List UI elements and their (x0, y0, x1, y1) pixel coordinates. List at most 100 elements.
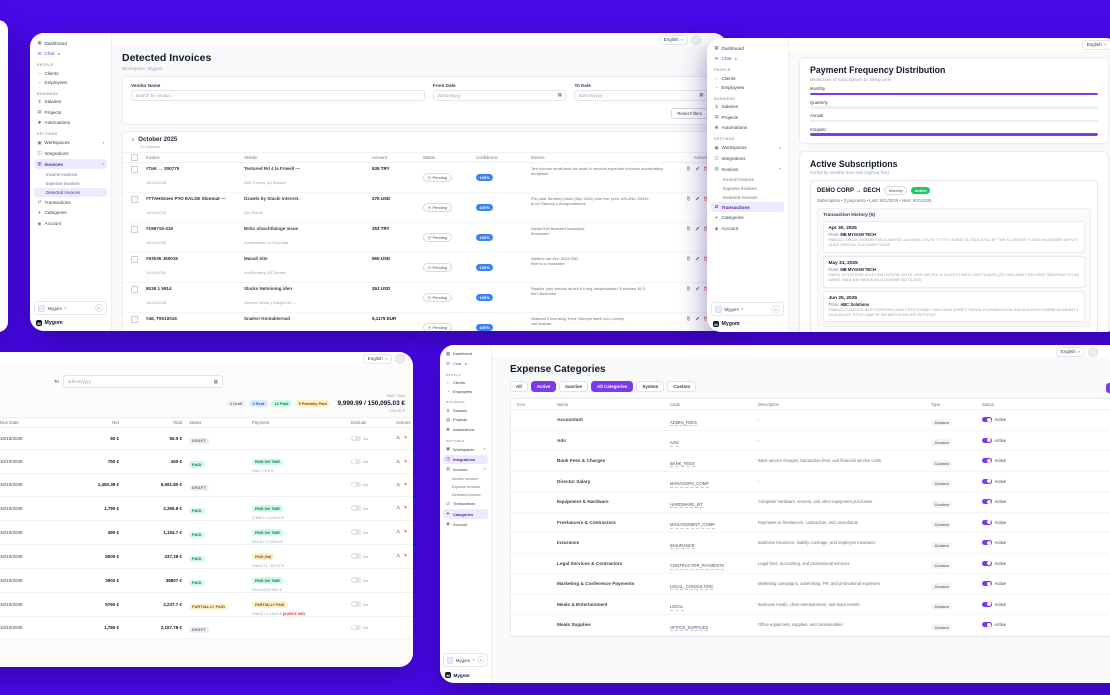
sidebar-item[interactable]: ◫ Integrations (34, 148, 107, 158)
remove-icon[interactable]: × (404, 458, 408, 465)
user-avatar[interactable] (691, 34, 701, 45)
invoice-row[interactable]: #TaK → 300775 18/10/2025 Textured Rd 4 la… (123, 163, 716, 193)
sidebar-item[interactable]: BUSINESS (714, 97, 781, 101)
language-select[interactable]: English ▾ (362, 353, 392, 364)
active-toggle[interactable] (982, 560, 992, 566)
active-toggle[interactable] (982, 581, 992, 587)
row-checkbox[interactable] (131, 316, 138, 323)
category-row[interactable]: Bank Fees & Charges BANK_FEES Bank servi… (511, 451, 1110, 472)
attachment-icon[interactable] (686, 196, 691, 201)
active-toggle[interactable] (982, 458, 992, 464)
sidebar-item[interactable]: PEOPLE (446, 373, 485, 377)
remove-icon[interactable]: × (404, 481, 408, 488)
language-select[interactable]: English ▾ (1055, 346, 1085, 357)
active-toggle[interactable] (982, 622, 992, 628)
warning-icon[interactable]: ⚠ (396, 505, 401, 510)
sidebar-item[interactable]: ⇄ Transactions (34, 197, 107, 207)
edit-icon[interactable] (695, 316, 700, 321)
edit-icon[interactable] (695, 226, 700, 231)
active-toggle[interactable] (982, 478, 992, 484)
user-avatar[interactable] (395, 353, 405, 364)
category-row[interactable]: Freelancers & Contractors MANAGEMENT_COM… (511, 513, 1110, 533)
invoice-row[interactable]: 8035 1 5914 14/10/2025 Slacks Netmining i… (123, 283, 716, 313)
sidebar-item[interactable]: Expense Invoices (34, 179, 107, 188)
sidebar-item[interactable]: $ Salaries (34, 97, 107, 106)
sidebar-item[interactable]: BUSINESS (37, 92, 104, 96)
sidebar-item[interactable]: ◔ Employees (443, 388, 488, 397)
sidebar-item[interactable]: ◫ Integrations (711, 153, 784, 163)
delete-icon[interactable] (703, 166, 708, 171)
invoice-row[interactable]: 10/10/2025 8000 € 337.28 € PAID PAID (5d… (0, 544, 413, 569)
row-checkbox[interactable] (131, 256, 138, 263)
to-date-input[interactable]: dd/mm/yyyy ▦ (574, 89, 709, 101)
delete-icon[interactable] (703, 196, 708, 201)
select-all-checkbox[interactable] (131, 154, 138, 161)
invoice-row[interactable]: 10/10/2025 5760 € 2,237.7 € PARTIALLY PA… (0, 592, 413, 617)
add-workspace-button[interactable]: + (476, 656, 484, 664)
category-row[interactable]: Meals & Entertainment LEGAL Business mea… (511, 595, 1110, 615)
category-row[interactable]: Ads ADS - Custom Active (511, 431, 1110, 451)
exclude-toggle[interactable] (351, 553, 361, 559)
invoice-row[interactable]: #196715-316 14/10/2025 Birkx ulvachtlaing… (123, 223, 716, 253)
remove-icon[interactable]: × (404, 553, 408, 559)
attachment-icon[interactable] (686, 256, 691, 261)
invoice-row[interactable]: #93035 J60016 14/10/2025 Manali Site Konfl… (123, 253, 716, 283)
sidebar-item[interactable]: ▤ Projects (711, 112, 784, 122)
filter-chip[interactable]: Custom (667, 381, 697, 392)
sidebar-item[interactable]: ▦ Dashboard (443, 349, 488, 359)
edit-icon[interactable] (695, 196, 700, 201)
remove-icon[interactable]: × (404, 505, 408, 511)
warning-icon[interactable]: ⚠ (396, 458, 401, 464)
sidebar-item[interactable]: ◔ Employees (711, 83, 784, 92)
sidebar-item[interactable]: $ Salaries (443, 406, 488, 415)
exclude-toggle[interactable] (351, 601, 361, 607)
sidebar-item[interactable]: ✉ Chat ● (711, 54, 784, 64)
attachment-icon[interactable] (686, 286, 691, 291)
from-date-input[interactable]: dd/mm/yyyy ▦ (432, 89, 567, 101)
sidebar-item[interactable]: $ Salaries (711, 102, 784, 111)
attachment-icon[interactable] (686, 166, 691, 171)
invoice-row[interactable]: 10/10/2025 750 € 450 € PAID PAID ON TIME… (0, 450, 413, 474)
sidebar-item[interactable]: Income Invoices (711, 175, 784, 184)
remove-icon[interactable]: × (404, 529, 408, 535)
category-row[interactable]: Equipment & Hardware HARDWARE_KIT Comput… (511, 492, 1110, 513)
remove-icon[interactable]: × (404, 435, 408, 442)
sidebar-item[interactable]: ▦ Dashboard (34, 38, 107, 48)
sidebar-item[interactable]: ▣ Workspaces ▾ (711, 142, 784, 152)
sidebar-item[interactable]: ◉ Account (34, 219, 107, 229)
row-checkbox[interactable] (131, 286, 138, 293)
language-select[interactable]: English ▾ (1081, 39, 1110, 50)
delete-icon[interactable] (703, 316, 708, 321)
vendor-search-input[interactable]: Search by vendor... (131, 89, 425, 101)
active-toggle[interactable] (982, 601, 992, 607)
collapse-icon[interactable]: ∨ (131, 136, 135, 142)
sidebar-item[interactable]: ⇄ Transactions (711, 202, 784, 213)
sidebar-item[interactable]: ▣ Workspaces ▾ (443, 444, 488, 454)
sidebar-item[interactable]: ✉ Chat ● (443, 359, 488, 369)
workspace-switcher[interactable]: Mygom ▾ + (443, 653, 488, 667)
category-row[interactable]: Meals Supplies OFFICE_SUPPLIES Office eq… (511, 615, 1110, 636)
sidebar-item[interactable]: Detected Invoices (443, 491, 488, 499)
invoice-row[interactable]: 10/10/2025 490 € 1,154.7 € PAID PAID ON … (0, 520, 413, 545)
warning-icon[interactable]: ⚠ (396, 553, 401, 558)
month-group-header[interactable]: ∨ October 2025 12 invoices (123, 132, 716, 153)
sidebar-item[interactable]: ✉ Chat ● (34, 49, 107, 59)
filter-chip[interactable]: All Categories (591, 381, 634, 392)
sidebar-item[interactable]: Detected Invoices (711, 193, 784, 202)
sidebar-item[interactable]: SETTINGS (714, 137, 781, 141)
add-workspace-button[interactable]: + (95, 304, 103, 312)
category-row[interactable]: Accountant ADMIN_FEES - Custom Active (511, 410, 1110, 431)
sidebar-item[interactable]: Detected Invoices (34, 188, 107, 197)
sidebar-item[interactable]: ◉ Account (443, 520, 488, 530)
sidebar-item[interactable]: Expense Invoices (443, 483, 488, 491)
sidebar-item[interactable]: ✱ Automations (711, 123, 784, 133)
transaction-entry[interactable]: Apr 30, 2025 From: MB MYGOM TECH P6B2U21… (823, 221, 1085, 253)
sidebar-item[interactable]: SETTINGS (37, 132, 104, 136)
sidebar-item[interactable]: ▤ Projects (34, 107, 107, 117)
exclude-toggle[interactable] (351, 482, 361, 488)
filter-chip[interactable]: Inactive (559, 381, 589, 392)
filter-chip[interactable]: System (636, 381, 665, 392)
transaction-entry[interactable]: Jun 25, 2025 From: ABC Solutions P09AU22… (823, 291, 1085, 323)
user-avatar[interactable] (1088, 346, 1098, 357)
exclude-toggle[interactable] (351, 624, 361, 630)
